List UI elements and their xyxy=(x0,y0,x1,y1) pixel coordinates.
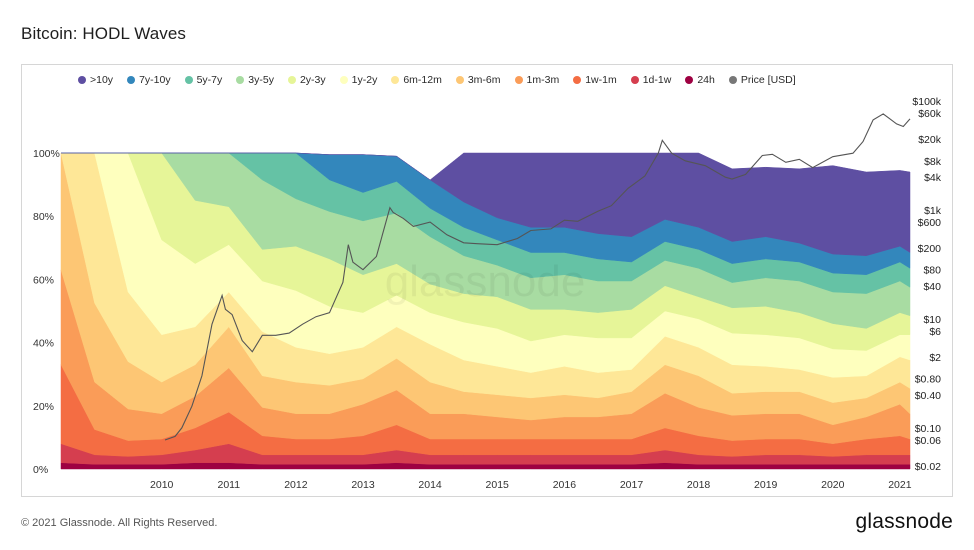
x-tick-label: 2012 xyxy=(284,479,308,491)
x-tick-label: 2021 xyxy=(888,479,912,491)
x-tick-label: 2010 xyxy=(150,479,174,491)
y-right-tick-label: $10 xyxy=(923,314,941,326)
y-right-tick-label: $6 xyxy=(929,326,941,338)
y-right-tick-label: $40 xyxy=(923,281,941,293)
y-right-tick-label: $600 xyxy=(918,217,942,229)
x-tick-label: 2020 xyxy=(821,479,845,491)
y-right-tick-label: $100k xyxy=(912,96,941,108)
legend-swatch xyxy=(127,76,136,84)
legend-label: >10y xyxy=(90,74,114,86)
chart-frame xyxy=(21,64,953,497)
y-left-tick-label: 60% xyxy=(33,274,54,286)
legend-swatch xyxy=(391,76,400,84)
legend-label: 1y-2y xyxy=(351,74,378,86)
y-left-tick-label: 80% xyxy=(33,211,54,223)
area-series xyxy=(61,152,911,256)
legend-swatch xyxy=(514,76,523,84)
legend-item[interactable]: 6m-12m xyxy=(391,74,442,86)
x-axis: 2010 2011 2012 2013 2014 2015 2016 2017 2018 2019… xyxy=(150,479,912,491)
legend-label: 5y-7y xyxy=(196,74,223,86)
legend-swatch xyxy=(184,76,193,84)
chart-legend[interactable]: >10y 7y-10y 5y-7y 3y-5y 2y-3y 1y-2y 6m-12m 3m-6… xyxy=(78,74,810,86)
legend-label: 1w-1m xyxy=(585,74,617,86)
legend-item[interactable]: 1y-2y xyxy=(339,74,378,86)
legend-swatch xyxy=(685,76,694,84)
x-tick-label: 2011 xyxy=(218,479,241,491)
watermark: glassnode xyxy=(385,257,586,306)
legend-item[interactable]: 1w-1m xyxy=(573,74,617,86)
legend-swatch xyxy=(287,76,296,84)
legend-item[interactable]: Price [USD] xyxy=(728,74,796,86)
legend-swatch xyxy=(78,76,86,84)
legend-item[interactable]: 7y-10y xyxy=(127,74,171,86)
legend-swatch xyxy=(236,76,245,84)
y-right-tick-label: $8k xyxy=(924,156,942,168)
y-right-tick-label: $0.40 xyxy=(915,390,941,402)
copyright-text: © 2021 Glassnode. All Rights Reserved. xyxy=(21,517,218,529)
y-left-tick-label: 40% xyxy=(33,338,54,350)
y-right-tick-label: $20k xyxy=(918,134,942,146)
price-line xyxy=(164,113,911,441)
legend-label: 2y-3y xyxy=(299,74,326,86)
legend-label: 6m-12m xyxy=(403,74,442,86)
y-left-tick-label: 20% xyxy=(33,401,54,413)
legend-item[interactable]: 2y-3y xyxy=(287,74,326,86)
x-tick-label: 2019 xyxy=(754,479,778,491)
x-tick-label: 2018 xyxy=(687,479,711,491)
y-axis-right: $0.02 $0.06$0.10 $0.40 $0.80 $2 $6$10 $40 $80 $2… xyxy=(912,96,941,473)
legend-item[interactable]: 1d-1w xyxy=(630,74,672,86)
legend-label: 3y-5y xyxy=(248,74,274,86)
y-left-tick-label: 100% xyxy=(33,148,60,160)
legend-swatch xyxy=(573,76,582,84)
legend-label: Price [USD] xyxy=(740,74,796,86)
legend-label: 7y-10y xyxy=(139,74,171,86)
y-right-tick-label: $0.10 xyxy=(915,423,941,435)
x-tick-label: 2015 xyxy=(486,479,510,491)
brand-logo[interactable]: glassnode xyxy=(855,510,953,533)
legend-swatch xyxy=(339,76,348,84)
x-tick-label: 2014 xyxy=(418,479,442,491)
legend-swatch xyxy=(630,76,639,84)
y-right-tick-label: $80 xyxy=(923,265,941,277)
legend-item[interactable]: 1m-3m xyxy=(514,74,560,86)
y-right-tick-label: $0.06 xyxy=(915,435,941,447)
legend-label: 1d-1w xyxy=(642,74,672,86)
legend-swatch xyxy=(455,76,464,84)
x-tick-label: 2017 xyxy=(620,479,644,491)
y-axis-left: 0% 20% 40% 60% 80% 100% xyxy=(33,148,60,476)
legend-swatch xyxy=(728,76,737,84)
legend-label: 3m-6m xyxy=(467,74,501,86)
price-layer xyxy=(164,113,911,441)
legend-label: 1m-3m xyxy=(526,74,560,86)
y-right-tick-label: $1k xyxy=(924,205,942,217)
y-right-tick-label: $2 xyxy=(929,352,941,364)
x-tick-label: 2016 xyxy=(553,479,577,491)
y-right-tick-label: $4k xyxy=(924,172,942,184)
legend-item[interactable]: 3y-5y xyxy=(236,74,274,86)
page-title: Bitcoin: HODL Waves xyxy=(21,24,187,43)
x-tick-label: 2013 xyxy=(351,479,375,491)
legend-item[interactable]: >10y xyxy=(78,74,113,86)
legend-item[interactable]: 3m-6m xyxy=(455,74,501,86)
legend-item[interactable]: 5y-7y xyxy=(184,74,223,86)
y-right-tick-label: $0.80 xyxy=(915,374,941,386)
legend-label: 24h xyxy=(697,74,715,86)
legend-item[interactable]: 24h xyxy=(685,74,715,86)
y-left-tick-label: 0% xyxy=(33,464,48,476)
y-right-tick-label: $0.02 xyxy=(915,461,941,473)
y-right-tick-label: $200 xyxy=(918,243,942,255)
areas-layer xyxy=(60,152,911,470)
y-right-tick-label: $60k xyxy=(918,108,942,120)
